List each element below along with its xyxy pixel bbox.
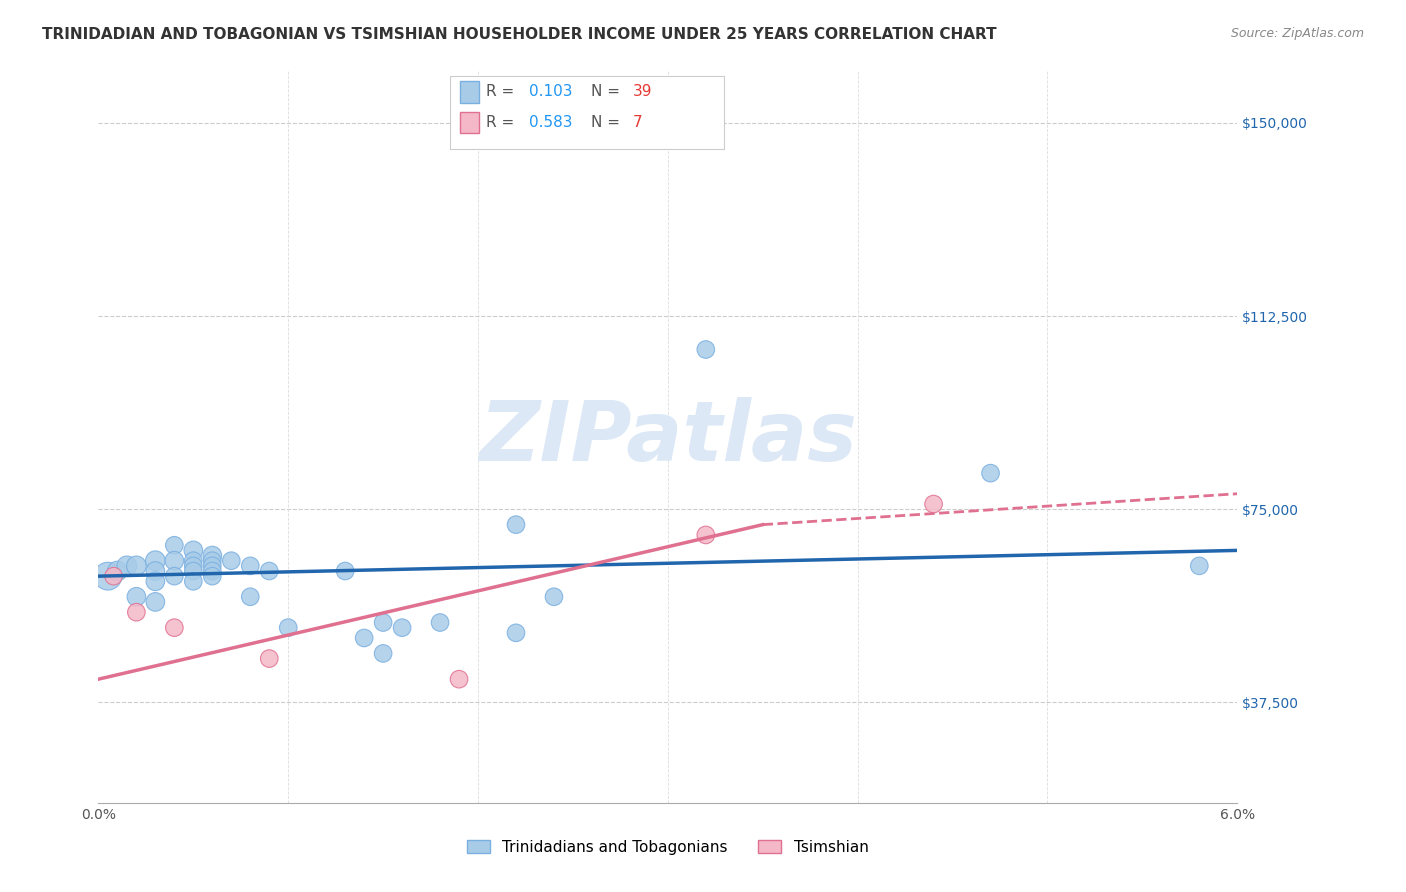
Point [353,631,375,645]
Point [543,590,565,604]
Point [239,558,262,573]
Point [163,621,186,635]
Point [221,554,243,568]
Text: TRINIDADIAN AND TOBAGONIAN VS TSIMSHIAN HOUSEHOLDER INCOME UNDER 25 YEARS CORREL: TRINIDADIAN AND TOBAGONIAN VS TSIMSHIAN … [42,27,997,42]
Point [183,564,205,578]
Point [922,497,945,511]
Text: R =: R = [486,115,520,129]
Point [125,558,148,573]
Point [277,621,299,635]
Point [201,558,224,573]
Point [239,590,262,604]
Point [103,569,125,583]
Point [183,558,205,573]
Legend: Trinidadians and Tobagonians, Tsimshian: Trinidadians and Tobagonians, Tsimshian [461,834,875,861]
Text: N =: N = [591,115,624,129]
Point [183,543,205,558]
Point [125,605,148,619]
Text: R =: R = [486,85,520,99]
Point [97,569,120,583]
Text: Source: ZipAtlas.com: Source: ZipAtlas.com [1230,27,1364,40]
Point [163,569,186,583]
Point [371,615,394,630]
Point [449,672,471,686]
Text: 7: 7 [633,115,643,129]
Point [695,528,717,542]
Text: 39: 39 [633,85,652,99]
Point [505,517,527,532]
Text: 0.103: 0.103 [529,85,572,99]
Point [183,554,205,568]
Point [1188,558,1211,573]
Point [125,590,148,604]
Point [371,647,394,661]
Text: ZIPatlas: ZIPatlas [479,397,856,477]
Point [145,554,167,568]
Point [505,625,527,640]
Point [201,549,224,563]
Text: N =: N = [591,85,624,99]
Point [163,554,186,568]
Point [145,574,167,589]
Point [429,615,451,630]
Text: 0.583: 0.583 [529,115,572,129]
Point [335,564,357,578]
Point [980,466,1002,480]
Point [145,595,167,609]
Point [695,343,717,357]
Point [201,569,224,583]
Point [107,564,129,578]
Point [259,564,281,578]
Point [183,574,205,589]
Point [163,538,186,552]
Point [201,564,224,578]
Point [259,651,281,665]
Point [391,621,413,635]
Point [145,564,167,578]
Point [115,558,138,573]
Point [201,554,224,568]
